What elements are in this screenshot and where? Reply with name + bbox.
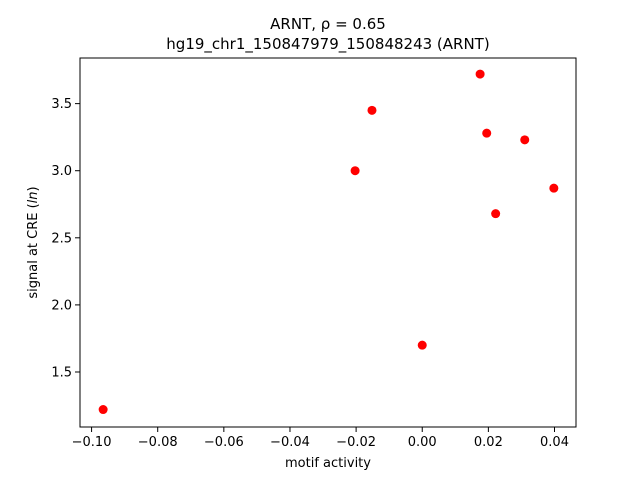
chart-title-line-1: ARNT, ρ = 0.65 — [270, 15, 386, 33]
x-tick-label: −0.04 — [270, 435, 310, 450]
y-tick-label: 1.5 — [51, 365, 72, 380]
x-tick-label: −0.02 — [336, 435, 376, 450]
y-axis-label-main: signal at CRE ( — [26, 203, 41, 298]
x-tick-label: 0.02 — [474, 435, 503, 450]
x-tick-label: 0.04 — [540, 435, 569, 450]
data-point-5 — [475, 69, 485, 79]
x-axis-ticks: −0.10 −0.08 −0.06 −0.04 −0.02 0.00 0.02 0.04 — [72, 427, 569, 450]
x-tick-label: −0.08 — [138, 435, 178, 450]
data-point-3 — [367, 105, 377, 115]
x-tick-label: −0.10 — [72, 435, 112, 450]
y-axis-label-ln: ln — [26, 191, 41, 203]
data-point-2 — [350, 166, 360, 176]
data-point-1 — [98, 405, 108, 415]
data-point-4 — [417, 340, 427, 350]
y-axis-label-close: ) — [26, 186, 41, 191]
chart-title: ARNT, ρ = 0.65 hg19_chr1_150847979_15084… — [166, 15, 489, 54]
data-point-6 — [482, 128, 492, 138]
y-tick-label: 3.0 — [51, 164, 72, 179]
plot-area-frame — [79, 57, 577, 428]
y-axis-label: signal at CRE (ln) — [26, 186, 41, 298]
y-axis-ticks: 1.5 2.0 2.5 3.0 3.5 — [51, 97, 80, 380]
data-points — [98, 69, 559, 415]
x-axis-label: motif activity — [285, 456, 371, 471]
x-tick-label: 0.00 — [408, 435, 437, 450]
data-point-7 — [491, 209, 501, 219]
x-tick-label: −0.06 — [204, 435, 244, 450]
data-point-9 — [549, 183, 559, 193]
data-point-8 — [520, 135, 530, 145]
chart-title-line-2: hg19_chr1_150847979_150848243 (ARNT) — [166, 35, 489, 54]
y-tick-label: 2.5 — [51, 231, 72, 246]
y-tick-label: 2.0 — [51, 298, 72, 313]
y-tick-label: 3.5 — [51, 97, 72, 112]
